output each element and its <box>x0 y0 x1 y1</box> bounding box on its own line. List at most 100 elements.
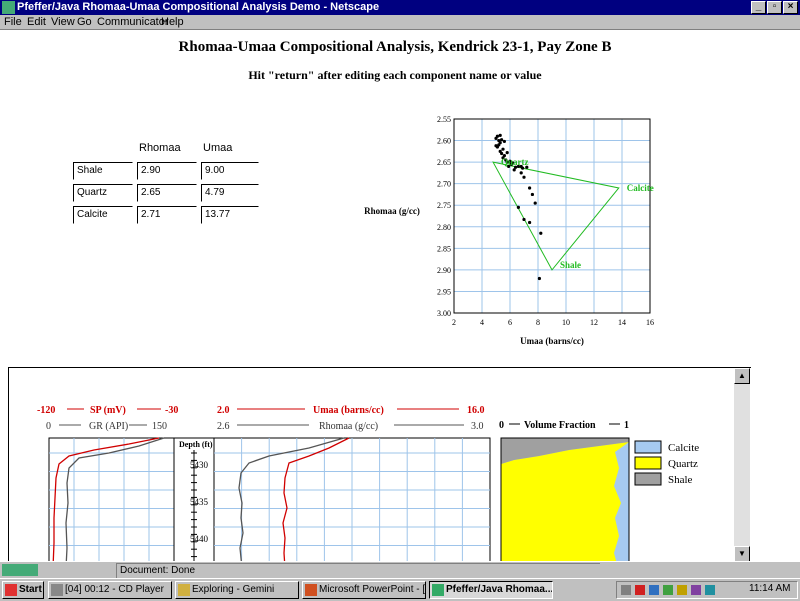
component-name-quartz[interactable]: Quartz <box>73 184 133 202</box>
depth-label: Depth (ft) <box>179 440 213 449</box>
depth-track: Depth (ft) 5430 5435 5440 <box>173 437 215 563</box>
component-name-calcite[interactable]: Calcite <box>73 206 133 224</box>
y-tick-label: 2.70 <box>437 180 451 189</box>
volume-fraction-track <box>500 437 630 563</box>
window-title: Pfeffer/Java Rhomaa-Umaa Compositional A… <box>17 1 380 13</box>
legend-shale: Shale <box>668 474 693 486</box>
menu-edit[interactable]: Edit <box>27 16 46 28</box>
task-cd-player[interactable]: [04] 00:12 - CD Player <box>48 581 172 599</box>
maximize-button[interactable]: ▫ <box>767 1 782 14</box>
menu-go[interactable]: Go <box>77 16 92 28</box>
battery-icon[interactable] <box>677 585 687 595</box>
vf-min: 0 <box>499 420 504 431</box>
page-title: Rhomaa-Umaa Compositional Analysis, Kend… <box>178 39 612 55</box>
data-point <box>522 175 526 179</box>
data-point <box>505 151 509 155</box>
shale-area <box>501 438 629 464</box>
powerpoint-icon <box>305 584 317 596</box>
sp-max: -30 <box>165 405 178 416</box>
mineral-triangle <box>492 161 620 271</box>
minimize-button[interactable]: _ <box>751 1 766 14</box>
scroll-up-button[interactable]: ▲ <box>734 368 750 384</box>
top-frame: Rhomaa-Umaa Compositional Analysis, Kend… <box>0 30 800 366</box>
data-point <box>533 201 537 205</box>
task-powerpoint[interactable]: Microsoft PowerPoint - [02... <box>302 581 426 599</box>
vf-max: 1 <box>624 420 629 431</box>
gr-curve <box>65 437 165 563</box>
x-tick-label: 2 <box>452 318 456 327</box>
scroll-down-button[interactable]: ▼ <box>734 546 750 562</box>
umaa-curve <box>282 437 350 563</box>
rhomaa-max: 3.0 <box>471 421 484 432</box>
umaa-input-calcite[interactable]: 13.77 <box>201 206 259 224</box>
umaa-max: 16.0 <box>467 405 485 416</box>
data-point <box>521 166 525 170</box>
legend-quartz: Quartz <box>668 458 698 470</box>
data-point <box>495 134 499 138</box>
rhomaa-label: Rhomaa (g/cc) <box>319 421 378 432</box>
data-point <box>498 133 502 137</box>
x-tick-label: 16 <box>646 318 654 327</box>
x-tick-label: 12 <box>590 318 598 327</box>
close-button[interactable]: × <box>783 1 798 14</box>
y-tick-label: 2.85 <box>437 244 451 253</box>
menu-communicator[interactable]: Communicator <box>97 16 169 28</box>
data-point <box>494 144 498 148</box>
data-point <box>502 139 506 144</box>
menu-help[interactable]: Help <box>161 16 184 28</box>
x-tick-label: 6 <box>508 318 512 327</box>
menubar: File Edit View Go Communicator Help <box>0 15 800 29</box>
netscape-icon <box>2 1 15 14</box>
start-button[interactable]: Start <box>2 581 44 599</box>
x-tick-label: 8 <box>536 318 540 327</box>
gr-min: 0 <box>46 421 51 432</box>
umaa-input-shale[interactable]: 9.00 <box>201 162 259 180</box>
page-instruction: Hit "return" after editing each componen… <box>248 68 542 82</box>
rhomaa-input-calcite[interactable]: 2.71 <box>137 206 197 224</box>
umaa-min: 2.0 <box>217 405 230 416</box>
log-frame-scrollbar[interactable]: ▲ ▼ <box>734 368 750 562</box>
clock: 11:14 AM <box>749 583 791 594</box>
component-name-shale[interactable]: Shale <box>73 162 133 180</box>
monitor-icon[interactable] <box>663 585 673 595</box>
data-point <box>516 164 520 169</box>
sp-gr-track <box>48 437 175 563</box>
x-tick-label: 10 <box>562 318 570 327</box>
gr-max: 150 <box>152 421 167 432</box>
data-point <box>505 160 509 164</box>
plot-frame <box>453 118 651 314</box>
track-frame <box>48 437 175 563</box>
tray-app-icon[interactable] <box>635 585 645 595</box>
y-tick-label: 2.55 <box>437 115 451 124</box>
taskbar: Start [04] 00:12 - CD Player Exploring -… <box>0 578 800 601</box>
task-exploring[interactable]: Exploring - Gemini <box>175 581 299 599</box>
x-axis-label: Umaa (barns/cc) <box>520 336 584 346</box>
x-tick-label: 14 <box>618 318 626 327</box>
y-tick-label: 2.80 <box>437 223 451 232</box>
log-display: -120 SP (mV) -30 2.0 Umaa (barns/cc) 16.… <box>37 405 699 563</box>
y-tick-label: 2.95 <box>437 287 451 296</box>
rhomaa-input-shale[interactable]: 2.90 <box>137 162 197 180</box>
data-point <box>500 151 504 156</box>
data-point <box>501 156 505 160</box>
data-point <box>516 205 520 209</box>
rhomaa-input-quartz[interactable]: 2.65 <box>137 184 197 202</box>
data-point <box>507 164 511 169</box>
scheduler-icon[interactable] <box>691 585 701 595</box>
vf-label: Volume Fraction <box>524 420 596 431</box>
menu-view[interactable]: View <box>51 16 75 28</box>
data-point <box>514 165 518 169</box>
network-icon[interactable] <box>649 585 659 595</box>
speaker-icon[interactable] <box>621 585 631 595</box>
umaa-input-quartz[interactable]: 4.79 <box>201 184 259 202</box>
task-netscape[interactable]: Pfeffer/Java Rhomaa... <box>429 581 553 599</box>
quartz-area <box>501 442 629 563</box>
system-tray: 11:14 AM <box>616 581 798 599</box>
modem-icon[interactable] <box>705 585 715 595</box>
browser-content: Rhomaa-Umaa Compositional Analysis, Kend… <box>0 29 800 564</box>
data-point <box>528 220 532 225</box>
menu-file[interactable]: File <box>4 16 22 28</box>
umaa-label: Umaa (barns/cc) <box>313 405 384 416</box>
windows-logo-icon <box>5 584 17 596</box>
data-point <box>539 231 543 235</box>
